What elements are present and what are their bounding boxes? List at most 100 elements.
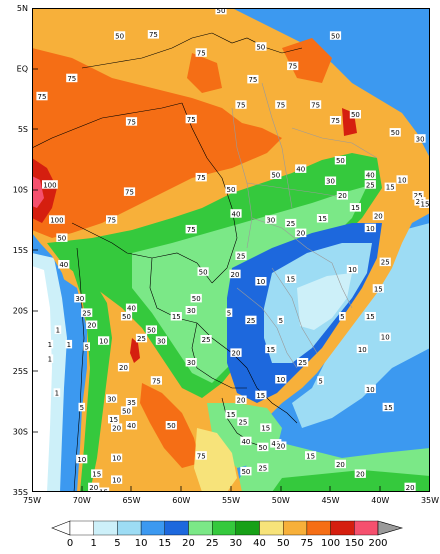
contour-label: 75 <box>38 93 47 101</box>
contour-label-bg <box>240 466 252 476</box>
contour-label: 50 <box>331 32 340 40</box>
contour-label-bg <box>275 375 287 384</box>
contour-label-bg <box>197 267 209 276</box>
contour-label-bg <box>106 394 118 403</box>
lat-tick-label: 5N <box>17 4 28 13</box>
contour-label-bg <box>389 128 401 137</box>
contour-label-bg <box>349 203 361 212</box>
contour-label-bg <box>317 376 324 385</box>
contour-label-bg <box>339 312 346 321</box>
contour-label-bg <box>364 223 376 233</box>
contour-label: 50 <box>192 295 201 303</box>
contour-label: 15 <box>366 313 375 321</box>
contour-label: 10 <box>77 456 86 464</box>
contour-label-bg <box>379 332 391 342</box>
colorbar-swatch <box>283 520 308 536</box>
contour-label-bg <box>185 224 197 234</box>
colorbar: 0 1 5 10 15 20 25 30 40 50 75 100 150 200 <box>51 520 404 549</box>
contour-label: 50 <box>122 408 131 416</box>
contour-label-bg <box>215 8 227 15</box>
contour-label-bg <box>225 185 237 194</box>
contour-label-bg <box>135 333 148 343</box>
contour-label: 75 <box>237 101 246 109</box>
contour-label-bg <box>260 423 272 432</box>
contour-label: 100 <box>50 216 63 224</box>
contour-label-bg <box>76 454 88 464</box>
colorbar-label: 150 <box>345 538 364 549</box>
contour-label: 10 <box>366 225 375 233</box>
contour-label-bg <box>247 74 259 84</box>
colorbar-swatch <box>117 520 142 536</box>
southeast-lightblue-core <box>297 273 352 330</box>
contour-label-bg <box>125 303 138 313</box>
contour-label: 50 <box>391 129 400 137</box>
contour-label-bg <box>36 91 48 101</box>
contour-label: 10 <box>358 346 367 354</box>
contour-label-bg <box>165 421 177 430</box>
contour-label-bg <box>54 325 62 334</box>
contour-label: 5 <box>340 313 344 321</box>
contour-label-bg <box>275 100 287 109</box>
lon-tick-label: 40W <box>371 496 389 505</box>
contour-label: 25 <box>381 259 390 267</box>
contour-label: 20 <box>232 350 241 358</box>
contour-label-bg <box>237 417 249 426</box>
lon-tick-label: 45W <box>321 496 339 505</box>
colorbar-over-triangle <box>377 520 404 536</box>
contour-label-bg <box>91 469 103 478</box>
lon-tick-label: 70W <box>73 496 91 505</box>
colorbar-label: 10 <box>135 538 148 549</box>
contour-label: 35 <box>127 399 136 407</box>
lat-tick-label: 10S <box>13 186 28 195</box>
contour-label-bg <box>404 482 416 492</box>
andes-red-spot <box>130 338 140 363</box>
contour-label: 75 <box>276 101 285 109</box>
colorbar-label: 25 <box>206 538 219 549</box>
colorbar-label: 75 <box>301 538 314 549</box>
contour-label: 25 <box>414 192 423 200</box>
amazon-north-orange <box>187 53 222 93</box>
contour-label: 50 <box>115 32 124 40</box>
contour-label: 30 <box>326 178 335 186</box>
contour-label: 25 <box>202 336 211 344</box>
lon-tick-label: 50W <box>272 496 290 505</box>
contour-label: 25 <box>258 464 267 472</box>
contour-label-bg <box>384 182 396 192</box>
lon-tick-label: 75W <box>23 496 41 505</box>
contour-label-bg <box>49 215 65 224</box>
contour-label: 30 <box>157 337 166 345</box>
contour-label: 20 <box>374 213 383 221</box>
contour-label-bg <box>265 215 277 224</box>
contour-label: 50 <box>271 172 280 180</box>
lon-tick-label: 60W <box>172 496 190 505</box>
red-core-west <box>32 158 57 223</box>
state-borders <box>231 82 378 369</box>
contour-label: 20 <box>296 230 305 238</box>
lon-tick-label: 35W <box>421 496 439 505</box>
contour-label-bg <box>295 228 307 238</box>
contour-label-bg <box>195 172 207 182</box>
lat-tick-label: 5S <box>18 125 28 134</box>
pampas-yellow <box>194 428 237 492</box>
contour-label: 30 <box>416 135 425 143</box>
contour-label: 40 <box>241 438 250 446</box>
lat-tick-label: EQ <box>17 65 28 74</box>
contour-label: 15 <box>318 215 327 223</box>
colorbar-label: 5 <box>114 538 120 549</box>
contour-label-bg <box>185 114 197 124</box>
contour-label: 30 <box>75 295 84 303</box>
contour-label-bg <box>46 339 54 349</box>
colorbar-swatch <box>259 520 284 536</box>
colorbar-label: 30 <box>229 538 242 549</box>
contour-label: 10 <box>381 334 390 342</box>
contour-label-bg <box>185 306 197 315</box>
contour-label-bg <box>195 451 207 460</box>
contour-label-bg <box>419 199 430 208</box>
contour-label: 25 <box>237 253 246 261</box>
lon-tick-label: 55W <box>222 496 240 505</box>
contour-label-bg <box>83 342 90 351</box>
contour-label: 75 <box>149 31 158 39</box>
contour-label: 50 <box>167 422 176 430</box>
contour-label: 75 <box>197 49 206 57</box>
